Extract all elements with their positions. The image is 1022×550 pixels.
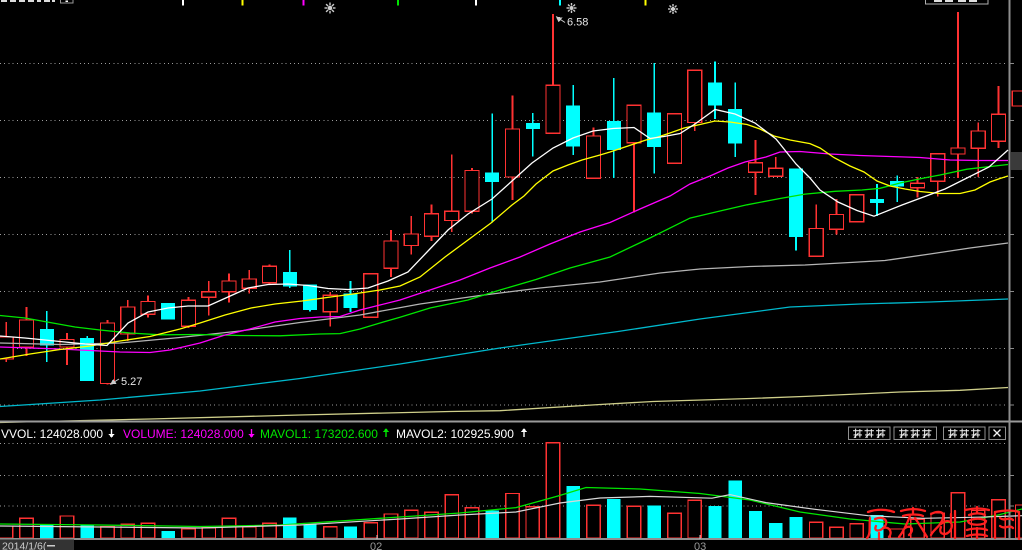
svg-text:MAVOL2: 102925.900: MAVOL2: 102925.900 — [396, 427, 514, 441]
svg-text:VOLUME: 124028.000: VOLUME: 124028.000 — [123, 427, 244, 441]
svg-text:VVOL: 124028.000: VVOL: 124028.000 — [1, 427, 103, 441]
svg-text:2014/1/6(: 2014/1/6( — [2, 541, 47, 550]
svg-text:02: 02 — [370, 541, 382, 550]
svg-text:6.58: 6.58 — [567, 17, 588, 29]
svg-text:03: 03 — [694, 541, 706, 550]
svg-text:5.27: 5.27 — [121, 376, 142, 388]
svg-text:MAVOL1: 173202.600: MAVOL1: 173202.600 — [260, 427, 378, 441]
